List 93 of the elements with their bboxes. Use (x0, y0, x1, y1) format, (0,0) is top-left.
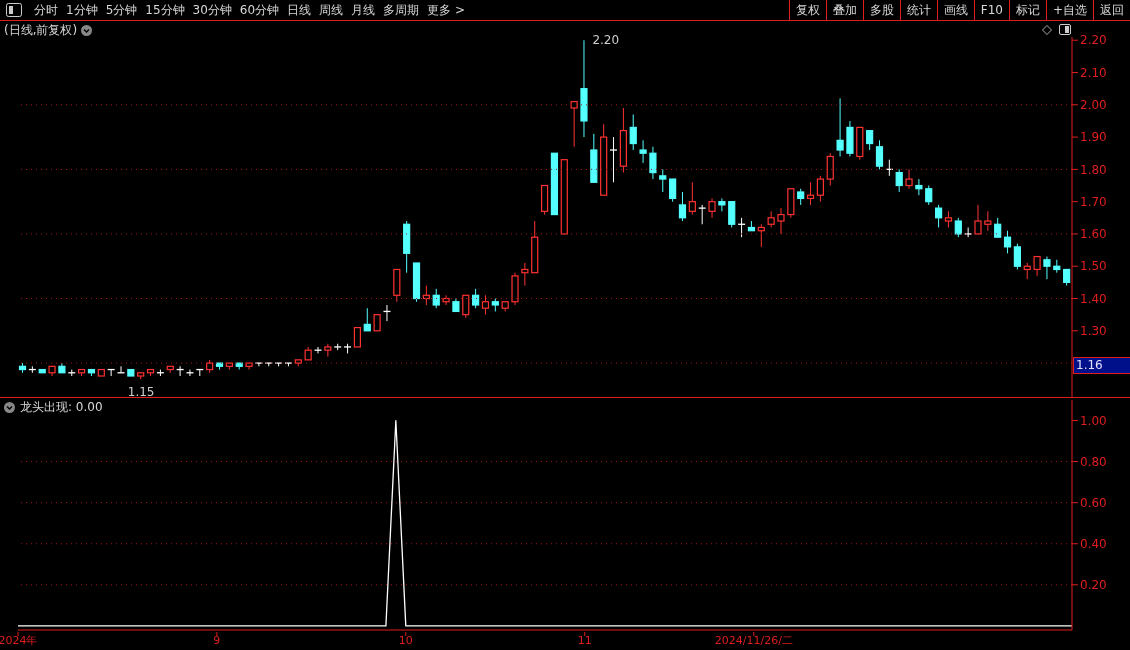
candlestick (363, 307, 371, 332)
candlestick (669, 178, 677, 203)
candlestick (442, 294, 450, 306)
x-tick-label: 9 (213, 634, 221, 647)
text: 15分钟 (144, 2, 186, 19)
x-tick-label: 10 (398, 634, 413, 647)
y-tick-label: 2.10 (1080, 65, 1107, 80)
text: 周线 (318, 2, 345, 19)
candlestick (963, 226, 973, 238)
y-tick-label: 2.00 (1080, 98, 1107, 113)
text: +自选 (1045, 0, 1093, 20)
text: 叠加 (825, 0, 863, 20)
y-tick-label: 1.90 (1080, 130, 1107, 145)
candlestick (521, 262, 529, 287)
candlestick (915, 178, 923, 196)
candlestick (925, 185, 933, 206)
candlestick (1013, 243, 1021, 270)
y-tick-label: 1.40 (1080, 291, 1107, 306)
y-tick-label: 1.80 (1080, 162, 1107, 177)
candlestick (1033, 255, 1041, 277)
chart-title: (日线,前复权) (4, 22, 78, 39)
y-tick-label: 0.20 (1080, 578, 1107, 593)
text: 日线 (286, 2, 313, 19)
y-tick-label: 0.60 (1080, 495, 1107, 510)
candlestick (875, 139, 884, 170)
text: 复权 (788, 0, 826, 20)
x-tick-label: 11 (577, 634, 592, 647)
text: 5分钟 (104, 2, 139, 19)
candlestick (639, 139, 647, 164)
candlestick (688, 181, 696, 216)
annotation: 2.20 (592, 33, 620, 48)
candlestick (816, 175, 824, 203)
candlestick (609, 136, 618, 183)
candlestick (1003, 230, 1012, 254)
chart-title: 龙头出现: 0.00 (20, 399, 103, 416)
candlestick (905, 168, 913, 190)
y-tick-label: 1.00 (1080, 413, 1107, 428)
candlestick (570, 100, 578, 148)
candlestick (472, 288, 480, 309)
candlestick (757, 223, 765, 248)
y-tick-label: 1.60 (1080, 227, 1107, 242)
candlestick (698, 204, 707, 225)
y-tick-label: 1.70 (1080, 194, 1107, 209)
text: 30分钟 (191, 2, 233, 19)
candlestick (245, 362, 253, 371)
candlestick (718, 197, 726, 212)
text: 统计 (899, 0, 937, 20)
text: 返回 (1093, 0, 1130, 20)
text: 更多 > (426, 2, 466, 19)
candlestick (422, 285, 430, 306)
text: 1.16 (1073, 357, 1130, 374)
candlestick (836, 97, 844, 157)
y-tick-label: 2.20 (1080, 33, 1107, 48)
text: 标记 (1008, 0, 1046, 20)
candlestick (254, 362, 264, 367)
y-tick-label: 0.40 (1080, 537, 1107, 552)
candlestick (708, 197, 716, 219)
candlestick (994, 217, 1002, 238)
candlestick (649, 146, 657, 180)
candlestick (1043, 256, 1051, 280)
candlestick (629, 113, 637, 151)
x-tick-label: 2024年 (0, 634, 38, 647)
candlestick (432, 288, 440, 309)
y-tick-label: 0.80 (1080, 454, 1107, 469)
x-tick-label: 2024/11/26/二 (714, 634, 793, 647)
text: F10 (973, 0, 1009, 20)
annotation: 1.15 (127, 384, 155, 399)
candlestick (353, 326, 362, 348)
candlestick (974, 204, 982, 235)
text: 1分钟 (65, 2, 99, 19)
candlestick (767, 210, 775, 228)
text: 分时 (33, 2, 59, 19)
candlestick (934, 204, 943, 228)
candlestick (954, 217, 962, 238)
text: 60分钟 (238, 2, 281, 19)
candlestick (481, 294, 490, 316)
candlestick (659, 168, 667, 193)
candlestick (678, 191, 687, 222)
candlestick (984, 210, 992, 232)
candlestick (826, 152, 834, 187)
candlestick (777, 207, 785, 235)
text: 画线 (936, 0, 974, 20)
text: 多股 (862, 0, 900, 20)
candlestick (806, 181, 815, 206)
candlestick (728, 201, 736, 228)
candlestick (324, 343, 332, 358)
y-tick-label: 1.50 (1080, 259, 1107, 274)
text: 多周期 (382, 2, 421, 19)
candlestick (866, 130, 874, 151)
y-tick-label: 1.30 (1080, 324, 1107, 339)
text: 月线 (350, 2, 377, 19)
candlestick (895, 168, 903, 193)
candlestick (462, 294, 470, 319)
